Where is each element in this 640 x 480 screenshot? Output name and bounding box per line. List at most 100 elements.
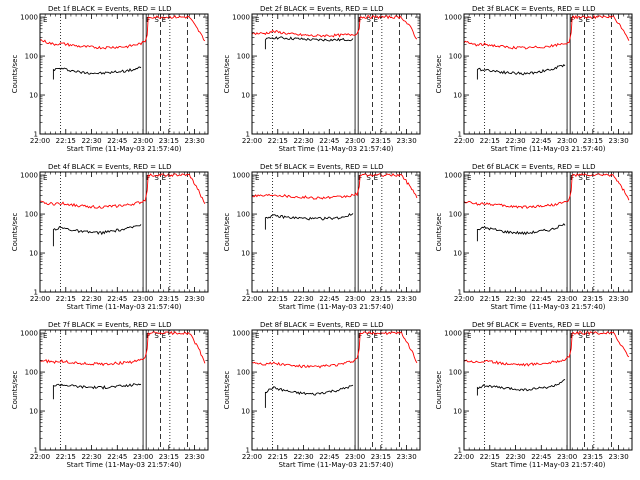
y-tick-label: 1000	[444, 14, 462, 22]
series-line-events	[52, 66, 142, 80]
x-tick-label: 23:15	[159, 453, 179, 461]
plot-frame	[251, 329, 421, 451]
x-tick-label: 22:15	[480, 137, 500, 145]
y-tick-label: 1000	[20, 330, 38, 338]
x-tick-label: 22:45	[319, 137, 339, 145]
marker-label: S	[366, 332, 371, 340]
marker-label: E	[43, 332, 47, 340]
x-tick-label: 22:45	[107, 453, 127, 461]
marker-label: E	[255, 174, 259, 182]
marker-label: S	[578, 332, 583, 340]
x-tick-label: 22:45	[531, 453, 551, 461]
marker-label: S	[154, 174, 159, 182]
marker-label: E	[467, 16, 471, 24]
x-tick-label: 22:00	[30, 137, 50, 145]
plot-frame	[463, 13, 633, 135]
x-tick-label: 23:15	[583, 453, 603, 461]
x-tick-label: 22:45	[107, 295, 127, 303]
marker-label: E	[255, 332, 259, 340]
x-axis-label: Start Time (11-May-03 21:57:40)	[66, 303, 181, 311]
marker-label: S	[366, 16, 371, 24]
x-axis-label: Start Time (11-May-03 21:57:40)	[278, 303, 393, 311]
panel-title: Det 6f BLACK = Events, RED = LLD	[472, 163, 595, 171]
series-line-events	[52, 224, 142, 247]
series-line-lld	[40, 173, 206, 209]
series-group	[464, 172, 630, 242]
series-group	[252, 15, 418, 50]
x-tick-label: 22:30	[505, 137, 525, 145]
x-tick-label: 22:15	[56, 295, 76, 303]
panel-title: Det 8f BLACK = Events, RED = LLD	[260, 321, 383, 329]
x-tick-label: 23:30	[609, 453, 629, 461]
plot-frame	[463, 329, 633, 451]
x-tick-label: 22:00	[242, 137, 262, 145]
x-tick-label: 23:00	[133, 295, 153, 303]
y-tick-label: 1	[246, 447, 250, 455]
marker-label: S	[578, 16, 583, 24]
marker-lines	[60, 14, 188, 134]
series-line-lld	[40, 330, 206, 367]
series-line-lld	[252, 173, 418, 200]
x-tick-label: 23:00	[557, 295, 577, 303]
x-tick-label: 22:15	[268, 137, 288, 145]
x-tick-label: 22:45	[319, 295, 339, 303]
x-tick-label: 22:00	[454, 137, 474, 145]
panel-title: Det 1f BLACK = Events, RED = LLD	[48, 5, 171, 13]
x-tick-label: 22:15	[480, 453, 500, 461]
x-axis-label: Start Time (11-May-03 21:57:40)	[490, 145, 605, 153]
x-tick-label: 22:30	[293, 295, 313, 303]
x-tick-label: 23:15	[371, 453, 391, 461]
x-tick-label: 22:15	[480, 295, 500, 303]
x-tick-label: 23:30	[609, 137, 629, 145]
x-tick-label: 22:45	[531, 295, 551, 303]
panel-title: Det 5f BLACK = Events, RED = LLD	[260, 163, 383, 171]
marker-label: E	[467, 174, 471, 182]
x-tick-label: 23:00	[133, 453, 153, 461]
plot-frame	[251, 171, 421, 293]
y-tick-label: 10	[453, 92, 462, 100]
plot-frame	[39, 329, 209, 451]
y-tick-label: 100	[449, 211, 462, 219]
marker-lines	[60, 172, 188, 292]
x-tick-label: 23:30	[185, 295, 205, 303]
series-line-events	[264, 36, 354, 50]
marker-lines	[60, 330, 188, 450]
panel-title: Det 3f BLACK = Events, RED = LLD	[472, 5, 595, 13]
series-line-lld	[252, 330, 418, 369]
x-tick-label: 23:30	[185, 453, 205, 461]
x-tick-label: 22:30	[505, 453, 525, 461]
y-tick-label: 10	[241, 92, 250, 100]
x-tick-label: 22:30	[293, 453, 313, 461]
y-tick-label: 10	[241, 250, 250, 258]
x-tick-label: 22:00	[454, 453, 474, 461]
y-tick-label: 100	[449, 53, 462, 61]
series-line-events	[476, 223, 566, 242]
marker-label: E	[586, 174, 590, 182]
y-tick-label: 10	[241, 408, 250, 416]
panel-title: Det 2f BLACK = Events, RED = LLD	[260, 5, 383, 13]
marker-label: E	[162, 174, 166, 182]
y-tick-label: 10	[29, 408, 38, 416]
y-axis-label: Counts/sec	[11, 55, 19, 94]
series-group	[40, 173, 206, 247]
marker-label: S	[154, 16, 159, 24]
marker-label: E	[374, 16, 378, 24]
y-axis-label: Counts/sec	[435, 213, 443, 252]
y-tick-label: 10	[453, 408, 462, 416]
x-axis-label: Start Time (11-May-03 21:57:40)	[490, 303, 605, 311]
x-tick-label: 22:30	[293, 137, 313, 145]
x-tick-label: 22:00	[454, 295, 474, 303]
y-tick-label: 1000	[444, 172, 462, 180]
marker-label: E	[374, 332, 378, 340]
y-tick-label: 100	[237, 369, 250, 377]
x-tick-label: 22:00	[30, 295, 50, 303]
marker-lines	[484, 14, 612, 134]
series-line-events	[264, 213, 354, 230]
